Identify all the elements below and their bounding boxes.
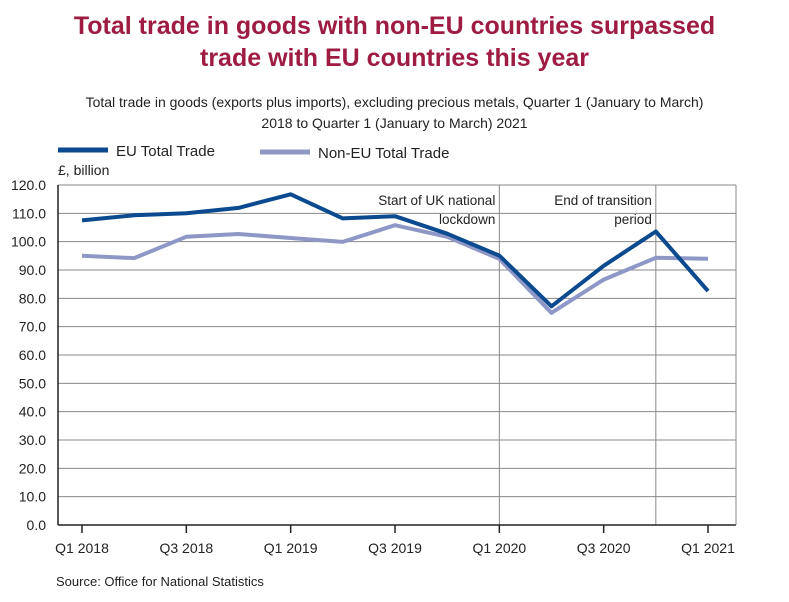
x-tick-label: Q1 2021 [681,540,735,556]
x-tick-label: Q1 2019 [264,540,318,556]
series-line [81,192,710,309]
annotation-labels: Start of UK national lockdown End of trans… [378,193,652,227]
y-tick-label: 10.0 [19,489,46,505]
y-tick-label: 0.0 [27,517,47,533]
annotation-label: lockdown [439,212,495,227]
legend-label: EU Total Trade [116,143,215,160]
x-tick-label: Q3 2018 [159,540,213,556]
chart-subtitle-line-2: 2018 to Quarter 1 (January to March) 202… [261,115,528,131]
y-tick-label: 20.0 [19,460,46,476]
legend-label: Non-EU Total Trade [318,145,449,162]
x-tick-label: Q3 2019 [368,540,422,556]
chart-subtitle: Total trade in goods (exports plus impor… [0,92,789,134]
chart-title-line-2: trade with EU countries this year [200,44,589,72]
chart-title-line-1: Total trade in goods with non-EU countri… [73,12,716,40]
annotation-label: period [614,212,652,227]
x-tick-labels: Q1 2018 Q3 2018 Q1 2019 Q3 2019 Q1 2020 Q3 20… [55,540,735,556]
y-tick-label: 50.0 [19,375,46,391]
source-note: Source: Office for National Statistics [56,574,264,589]
x-tick-label: Q1 2020 [472,540,526,556]
series-lines [81,192,710,315]
x-tick-label: Q3 2020 [577,540,631,556]
annotation-lines [498,185,657,525]
y-tick-label: 70.0 [19,319,46,335]
annotation-label: Start of UK national [378,193,495,208]
annotation-label: End of transition [554,193,652,208]
chart-subtitle-line-1: Total trade in goods (exports plus impor… [85,94,704,110]
x-tick-label: Q1 2018 [55,540,109,556]
series-line [81,223,709,315]
y-tick-label: 60.0 [19,347,46,363]
axes [57,185,737,533]
y-tick-label: 80.0 [19,290,46,306]
grid-lines [58,184,736,498]
y-axis-label: £, billion [58,162,109,178]
y-tick-label: 40.0 [19,404,46,420]
y-tick-label: 90.0 [19,262,46,278]
y-tick-label: 30.0 [19,432,46,448]
chart-title: Total trade in goods with non-EU countri… [0,10,789,74]
legend: EU Total Trade Non-EU Total Trade [58,143,449,162]
y-tick-label: 100.0 [11,234,46,250]
y-tick-label: 120.0 [11,177,46,193]
y-tick-labels: 0.0 10.0 20.0 30.0 40.0 50.0 60.0 70.0 80.0 90.0 1… [11,177,46,533]
y-tick-label: 110.0 [12,205,46,221]
